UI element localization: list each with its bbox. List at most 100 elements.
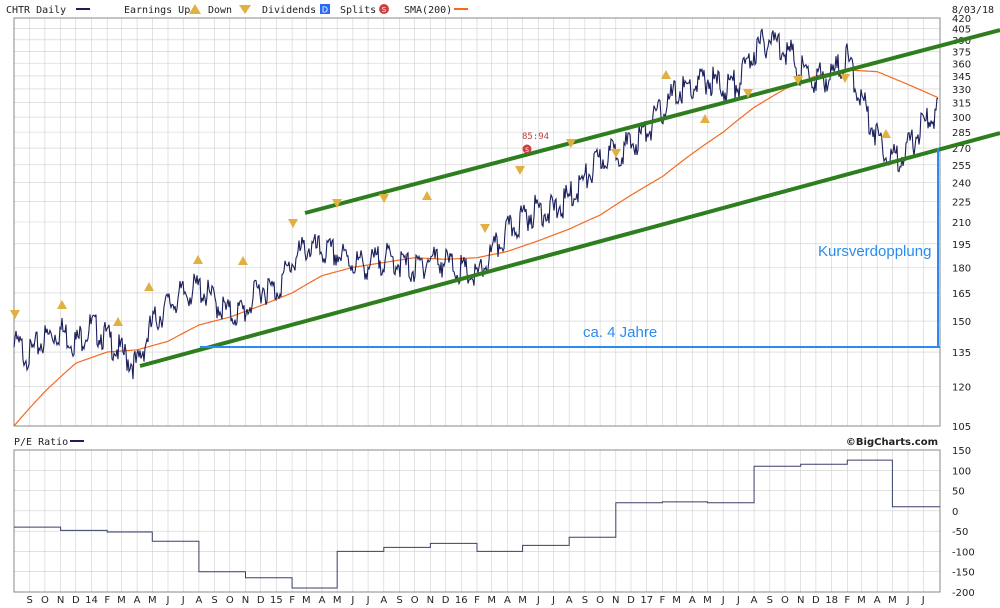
- pe-label: P/E Ratio: [14, 437, 68, 448]
- x-tick-label: F: [104, 595, 110, 606]
- x-tick-label: N: [427, 595, 434, 606]
- price-tick-label: 375: [952, 47, 971, 58]
- price-tick-label: 225: [952, 198, 971, 209]
- legend-splits: Splits: [340, 5, 376, 16]
- x-tick-label: F: [289, 595, 295, 606]
- earnings-down-marker: [793, 76, 803, 85]
- x-tick-label: M: [672, 595, 681, 606]
- x-tick-label: J: [350, 595, 354, 606]
- earnings-up-marker: [193, 255, 203, 264]
- x-tick-label: J: [736, 595, 740, 606]
- dividend-icon: [320, 4, 330, 14]
- price-tick-label: 405: [952, 25, 971, 36]
- x-tick-label: O: [411, 595, 419, 606]
- channel-lower-line: [139, 131, 1000, 368]
- x-tick-label: A: [195, 595, 202, 606]
- x-tick-label: J: [181, 595, 185, 606]
- x-tick-label: M: [888, 595, 897, 606]
- price-tick-label: 210: [952, 218, 971, 229]
- x-tick-label: O: [596, 595, 604, 606]
- price-tick-label: 345: [952, 72, 971, 83]
- x-tick-label: A: [689, 595, 696, 606]
- earnings-up-marker: [881, 129, 891, 138]
- earnings-down-marker: [840, 74, 850, 83]
- earnings-markers: [10, 70, 891, 326]
- earnings-down-marker: [288, 219, 298, 228]
- earnings-down-marker: [480, 224, 490, 233]
- x-tick-label: A: [319, 595, 326, 606]
- x-tick-label: O: [781, 595, 789, 606]
- x-tick-label: N: [797, 595, 804, 606]
- legend-down: Down: [208, 5, 232, 16]
- pe-panel: P/E Ratio ©BigCharts.com 150 100 50 0 -50 -10…: [13, 437, 975, 599]
- pe-ratio-line: [14, 459, 940, 589]
- x-tick-label: J: [906, 595, 910, 606]
- pe-tick-label: 100: [952, 466, 971, 477]
- x-tick-label: O: [226, 595, 234, 606]
- x-tick-label: 17: [640, 595, 653, 606]
- price-panel: 4204053903753603453303153002852702552402…: [10, 14, 1000, 433]
- sma-200-line: [13, 69, 939, 427]
- earnings-up-marker: [700, 114, 710, 123]
- price-tick-label: 315: [952, 99, 971, 110]
- price-tick-label: 150: [952, 317, 971, 328]
- x-tick-label: N: [612, 595, 619, 606]
- pe-tick-label: 50: [952, 487, 965, 498]
- split-ratio-label: 85:94: [522, 132, 549, 142]
- x-tick-label: D: [72, 595, 80, 606]
- x-tick-label: A: [134, 595, 141, 606]
- x-tick-label: D: [812, 595, 820, 606]
- x-tick-label: S: [582, 595, 588, 606]
- x-tick-label: M: [302, 595, 311, 606]
- legend: CHTR Daily Earnings Up Down Dividends D …: [6, 4, 994, 16]
- earnings-up-marker: [422, 191, 432, 200]
- x-tick-label: S: [211, 595, 217, 606]
- price-tick-label: 135: [952, 348, 971, 359]
- price-line: [13, 28, 938, 380]
- earnings-down-marker: [611, 149, 621, 158]
- x-tick-label: S: [27, 595, 33, 606]
- dividend-badge: D: [322, 6, 328, 15]
- legend-ticker: CHTR Daily: [6, 5, 66, 16]
- price-tick-label: 120: [952, 383, 971, 394]
- earnings-up-marker: [113, 317, 123, 326]
- split-icon: [379, 4, 389, 14]
- x-tick-label: D: [627, 595, 635, 606]
- price-tick-label: 255: [952, 161, 971, 172]
- x-tick-label: F: [660, 595, 666, 606]
- earnings-up-marker: [238, 256, 248, 265]
- x-tick-label: M: [333, 595, 342, 606]
- pe-tick-label: -50: [952, 527, 968, 538]
- x-tick-label: M: [148, 595, 157, 606]
- price-tick-label: 420: [952, 14, 971, 25]
- price-tick-label: 240: [952, 179, 971, 190]
- price-tick-label: 180: [952, 263, 971, 274]
- x-tick-label: F: [844, 595, 850, 606]
- x-tick-label: D: [257, 595, 265, 606]
- x-tick-label: M: [857, 595, 866, 606]
- x-tick-label: J: [721, 595, 725, 606]
- price-frame: [13, 17, 941, 427]
- earnings-down-marker: [332, 199, 342, 208]
- earnings-down-marker: [566, 139, 576, 148]
- x-axis: S O N D 14 F M A M J J A S O N D 15 F M A M J J A S O N D 16 F M A M J J A S…: [27, 595, 925, 606]
- earnings-up-icon: [189, 4, 201, 14]
- split-marker-icon: [522, 144, 532, 154]
- x-tick-label: A: [751, 595, 758, 606]
- x-tick-label: M: [518, 595, 527, 606]
- x-tick-label: S: [767, 595, 773, 606]
- x-tick-label: M: [703, 595, 712, 606]
- x-tick-label: A: [504, 595, 511, 606]
- x-tick-label: O: [41, 595, 49, 606]
- price-tick-label: 300: [952, 113, 971, 124]
- price-tick-label: 165: [952, 289, 971, 300]
- bigcharts-credit: ©BigCharts.com: [846, 437, 938, 448]
- earnings-up-marker: [57, 300, 67, 309]
- price-tick-label: 195: [952, 240, 971, 251]
- pe-grid: [14, 449, 940, 593]
- earnings-down-marker: [10, 310, 20, 319]
- earnings-down-marker: [379, 194, 389, 203]
- x-tick-label: D: [442, 595, 450, 606]
- pe-tick-label: -200: [952, 588, 975, 599]
